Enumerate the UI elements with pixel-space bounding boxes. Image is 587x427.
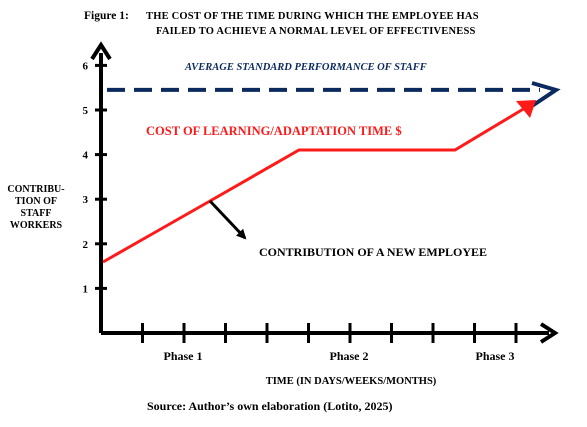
contribution-line (102, 106, 526, 264)
figure-title-line1: THE COST OF THE TIME DURING WHICH THE EM… (146, 11, 479, 22)
x-axis-label: TIME (IN DAYS/WEEKS/MONTHS) (266, 376, 437, 387)
source-note: Source: Author’s own elaboration (Lotito… (147, 399, 393, 413)
phase-label: Phase 1 (164, 349, 203, 363)
y-tick-label: 4 (83, 150, 89, 162)
y-axis-label: WORKERS (10, 220, 63, 231)
contribution-label: CONTRIBUTION OF A NEW EMPLOYEE (259, 245, 487, 259)
average-line-arrow (530, 81, 561, 108)
series-layer (102, 81, 561, 264)
cost-label: COST OF LEARNING/ADAPTATION TIME $ (146, 124, 402, 138)
y-axis-label: CONTRIBU- (7, 184, 64, 195)
figure-title-line2: FAILED TO ACHIEVE A NORMAL LEVEL OF EFFE… (156, 26, 476, 37)
average-label: AVERAGE STANDARD PERFORMANCE OF STAFF (184, 62, 427, 73)
y-axis-arrow (90, 41, 112, 61)
phase-label: Phase 2 (330, 349, 369, 363)
phase-label: Phase 3 (476, 349, 515, 363)
y-tick-label: 3 (83, 194, 89, 206)
contribution-arrowhead (516, 100, 536, 118)
y-tick-label: 1 (83, 283, 89, 295)
y-axis-label: TION OF (15, 196, 57, 207)
figure-label: Figure 1: (84, 10, 129, 22)
y-tick-label: 6 (83, 60, 89, 72)
y-tick-label: 2 (83, 239, 89, 251)
x-axis-arrow (539, 322, 559, 344)
y-axis-label: STAFF (21, 208, 52, 219)
contribution-pointer-arrow (208, 199, 247, 240)
y-tick-label: 5 (83, 105, 89, 117)
labels: 1 2 3 4 5 6 Phase 1 Phase 2 Phase 3 AVERAGE STAND… (7, 60, 514, 387)
ticks (95, 63, 518, 343)
